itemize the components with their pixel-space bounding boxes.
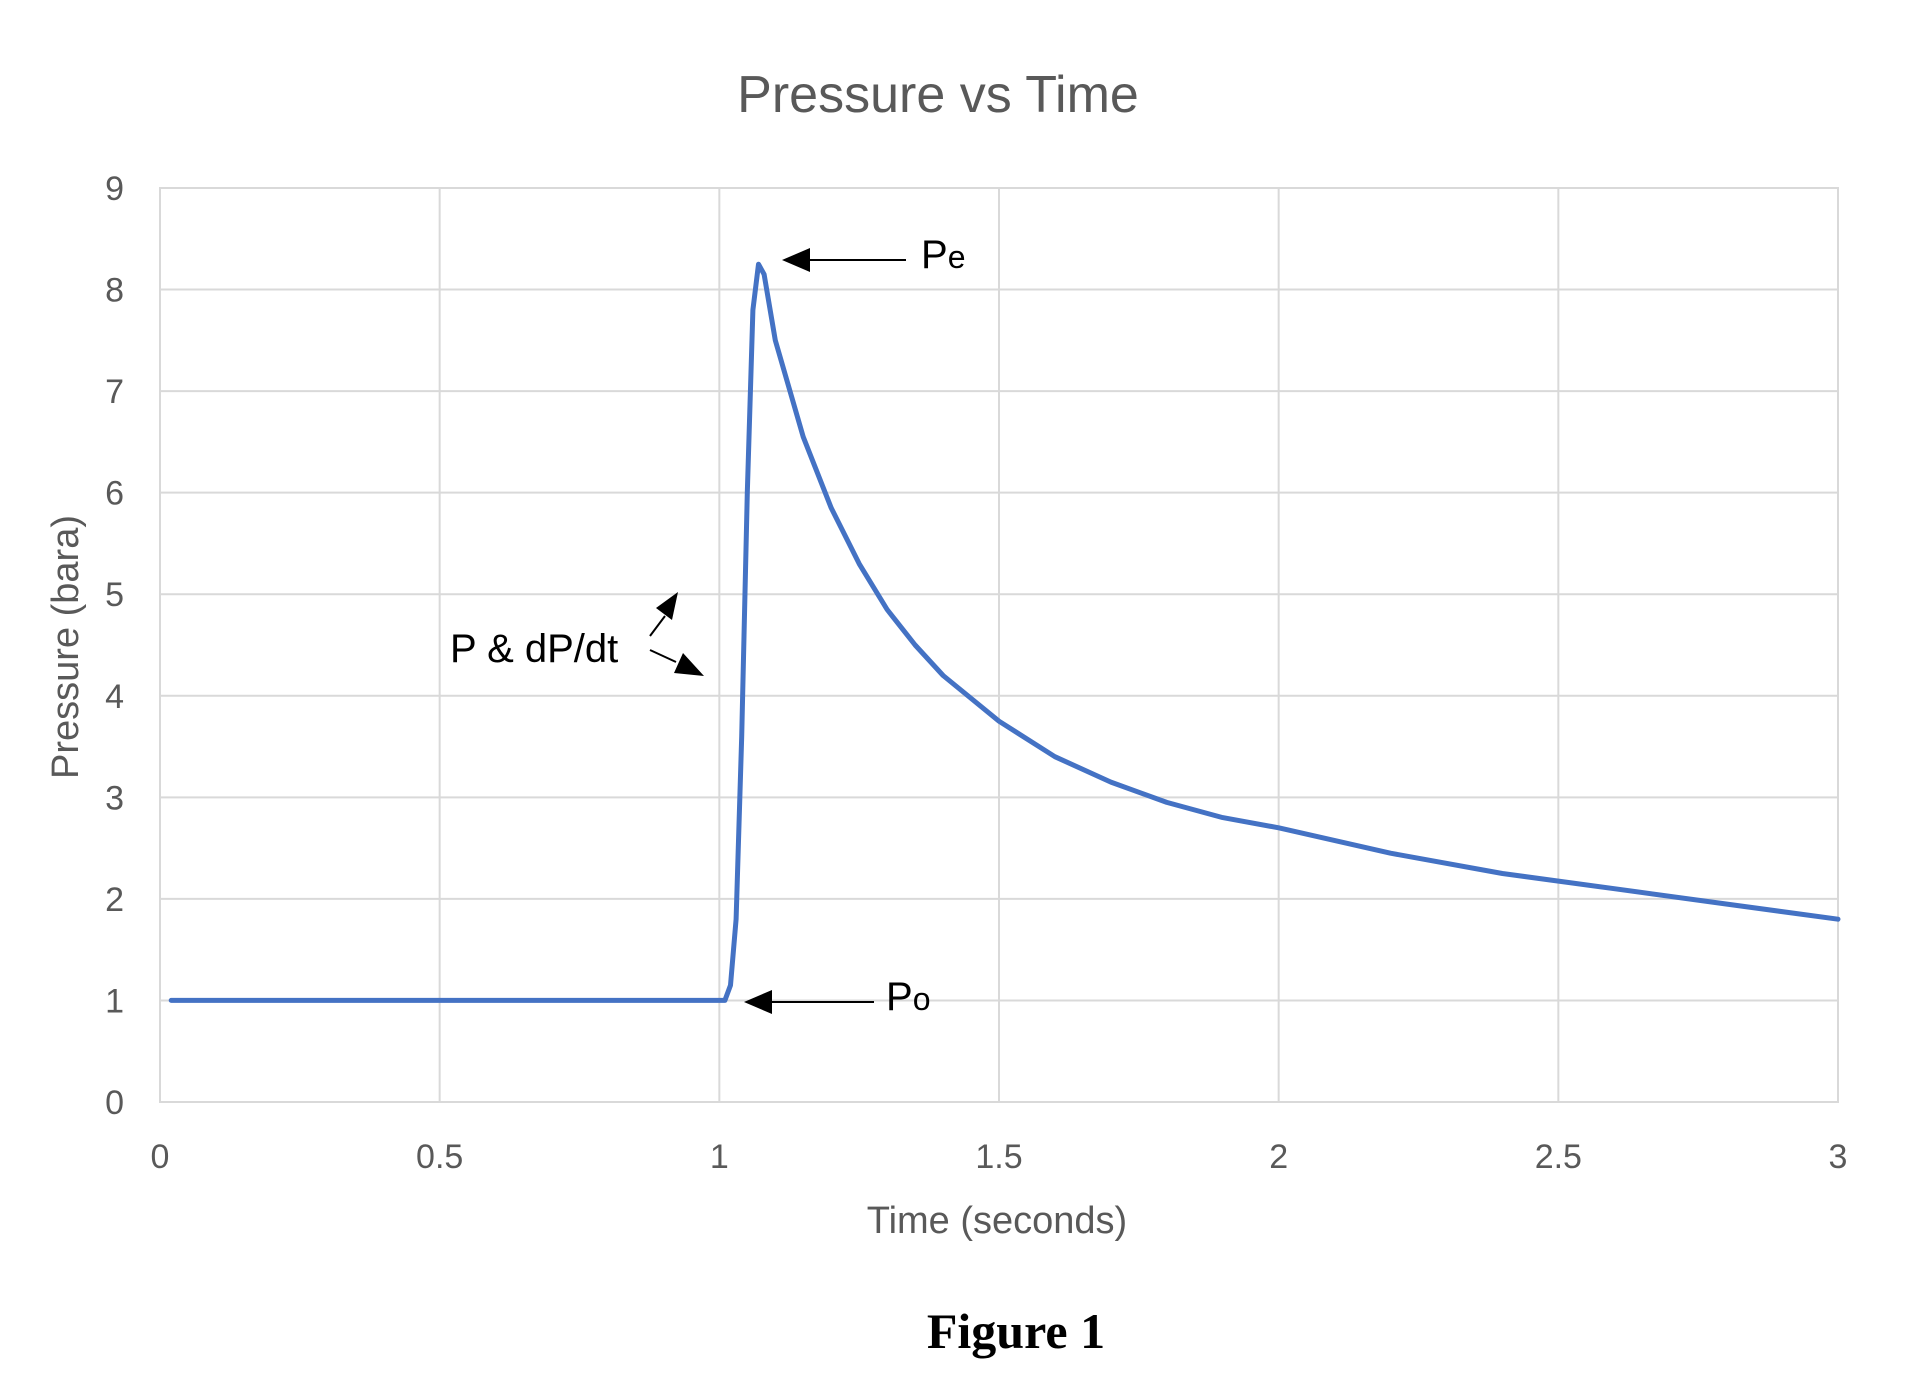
peak-label-main: P xyxy=(921,233,948,277)
chart-title: Pressure vs Time xyxy=(737,66,1139,124)
rate-arrow-up-head xyxy=(656,592,678,620)
initial-arrow-head xyxy=(744,990,772,1014)
peak-label-sub: e xyxy=(948,239,966,275)
rate-arrow-down-head xyxy=(674,653,704,676)
y-tick-label: 7 xyxy=(105,373,124,411)
vertical-gridlines xyxy=(159,188,1839,1102)
x-axis-title: Time (seconds) xyxy=(867,1200,1127,1242)
pressure-rate-annotation: P & dP/dt xyxy=(450,592,704,676)
y-tick-label: 4 xyxy=(105,678,124,716)
x-tick-label: 3 xyxy=(1829,1138,1848,1176)
peak-arrow-head xyxy=(782,248,810,272)
initial-pressure-label: Po xyxy=(886,975,930,1019)
y-tick-label: 1 xyxy=(105,982,124,1020)
y-axis-title: Pressure (bara) xyxy=(45,515,87,779)
x-tick-label: 1 xyxy=(710,1138,729,1176)
y-tick-label: 9 xyxy=(105,170,124,208)
x-tick-label: 2.5 xyxy=(1535,1138,1582,1176)
x-tick-label: 1.5 xyxy=(975,1138,1022,1176)
figure-caption: Figure 1 xyxy=(927,1303,1105,1359)
pressure-series-line xyxy=(168,261,1841,1003)
y-tick-label: 3 xyxy=(105,779,124,817)
y-tick-labels: 0 1 2 3 4 5 6 7 8 9 xyxy=(105,170,124,1122)
x-tick-label: 0.5 xyxy=(416,1138,463,1176)
y-tick-label: 6 xyxy=(105,475,124,513)
x-tick-label: 0 xyxy=(151,1138,170,1176)
peak-pressure-label: Pe xyxy=(921,233,965,277)
y-tick-label: 2 xyxy=(105,881,124,919)
peak-pressure-annotation: Pe xyxy=(782,233,965,277)
rate-arrow-down-shaft xyxy=(649,649,677,663)
x-tick-label: 2 xyxy=(1269,1138,1288,1176)
pressure-rate-label: P & dP/dt xyxy=(450,627,618,671)
rate-arrow-up-shaft xyxy=(649,615,666,637)
initial-label-sub: o xyxy=(913,981,931,1017)
y-tick-label: 0 xyxy=(105,1084,124,1122)
y-tick-label: 8 xyxy=(105,272,124,310)
initial-pressure-annotation: Po xyxy=(744,975,930,1019)
x-tick-labels: 0 0.5 1 1.5 2 2.5 3 xyxy=(151,1138,1848,1176)
y-tick-label: 5 xyxy=(105,576,124,614)
initial-label-main: P xyxy=(886,975,913,1019)
plot-area-border xyxy=(159,187,1839,1103)
